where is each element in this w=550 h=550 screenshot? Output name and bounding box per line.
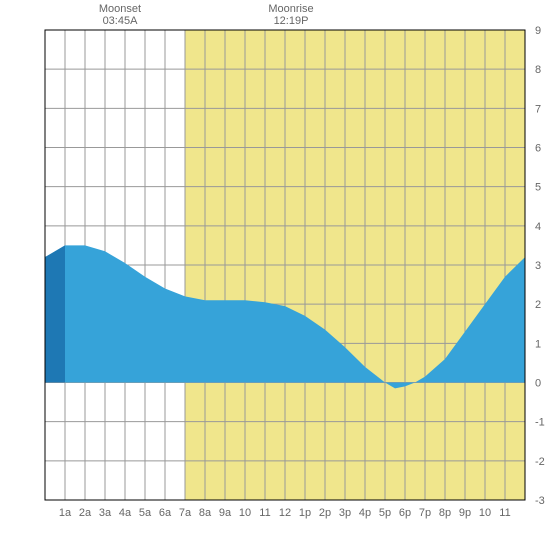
x-tick-label: 1a [59, 507, 72, 519]
y-tick-label: 8 [535, 64, 541, 76]
y-tick-label: 9 [535, 25, 541, 37]
x-tick-label: 11 [259, 507, 270, 519]
y-tick-label: 7 [535, 103, 541, 115]
x-tick-label: 11 [499, 507, 510, 519]
x-tick-label: 1p [299, 507, 311, 519]
y-tick-label: -1 [535, 417, 545, 429]
y-tick-label: 1 [535, 338, 541, 350]
plot-area [45, 30, 525, 500]
y-tick-label: -2 [535, 456, 545, 468]
x-tick-label: 8p [439, 507, 451, 519]
tide-area-night-left [45, 245, 65, 382]
y-tick-label: 2 [535, 299, 541, 311]
y-tick-label: -3 [535, 495, 545, 507]
x-tick-label: 7p [419, 507, 431, 519]
x-tick-label: 2a [79, 507, 92, 519]
x-tick-label: 4a [119, 507, 132, 519]
x-tick-label: 10 [239, 507, 251, 519]
x-tick-label: 3p [339, 507, 351, 519]
x-tick-label: 10 [479, 507, 491, 519]
x-tick-label: 7a [179, 507, 192, 519]
svg-text:12:19P: 12:19P [274, 15, 309, 27]
y-tick-label: 6 [535, 143, 541, 155]
x-tick-label: 5a [139, 507, 152, 519]
y-tick-label: 4 [535, 221, 541, 233]
y-axis-labels: -3 -2 -1 0 1 2 3 4 5 6 7 8 9 [535, 25, 545, 507]
svg-text:03:45A: 03:45A [103, 15, 139, 27]
moonset-label: Moonset03:45A [99, 3, 141, 27]
x-tick-label: 4p [359, 507, 371, 519]
x-tick-label: 8a [199, 507, 212, 519]
x-tick-label: 3a [99, 507, 112, 519]
y-tick-label: 0 [535, 378, 541, 390]
x-tick-label: 9a [219, 507, 232, 519]
x-axis-labels: 1a 2a 3a 4a 5a 6a 7a 8a 9a 10 11 12 1p 2p 3p 4p 5p 6p 7p 8p… [59, 507, 511, 519]
x-tick-label: 9p [459, 507, 471, 519]
x-tick-label: 6a [159, 507, 172, 519]
x-tick-label: 12 [279, 507, 291, 519]
tide-chart: 1a2a3a4a5a6a7a8a9a1011121p2p3p4p5p6p7p8p… [0, 0, 550, 550]
x-tick-label: 2p [319, 507, 331, 519]
svg-text:Moonset: Moonset [99, 3, 141, 15]
y-tick-label: 3 [535, 260, 541, 272]
y-tick-label: 5 [535, 182, 541, 194]
moonrise-label: Moonrise12:19P [268, 3, 313, 27]
svg-text:Moonrise: Moonrise [268, 3, 313, 15]
x-tick-label: 6p [399, 507, 411, 519]
x-tick-label: 5p [379, 507, 391, 519]
